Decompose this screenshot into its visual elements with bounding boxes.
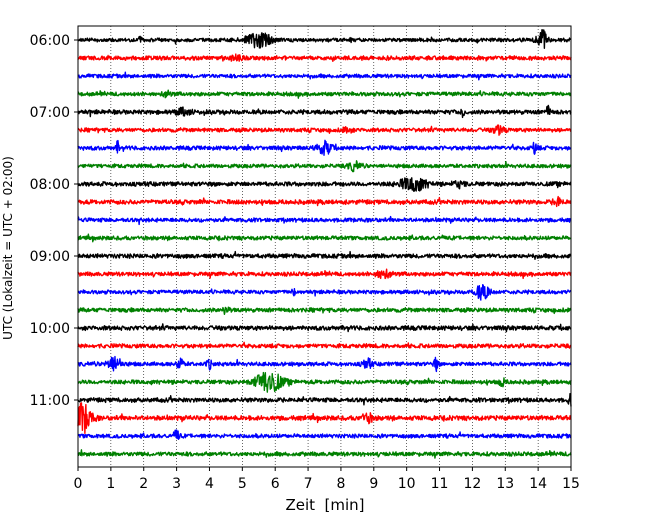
trace-0945: [77, 306, 572, 315]
x-tick-label: 14: [529, 476, 547, 492]
x-tick-label: 8: [336, 476, 345, 492]
x-axis-label: Zeit [min]: [285, 496, 364, 514]
x-tick-label: 9: [369, 476, 378, 492]
trace-0915: [77, 268, 572, 280]
y-tick-label: 08:00: [30, 177, 70, 193]
x-tick-label: 6: [271, 476, 280, 492]
x-tick-label: 4: [205, 476, 214, 492]
y-axis-ticks: 06:00 07:00 08:00 09:00 10:00 11:00: [30, 33, 78, 409]
trace-0600: [77, 29, 572, 49]
trace-0845: [77, 233, 572, 243]
x-tick-label: 13: [496, 476, 514, 492]
trace-1130: [77, 429, 572, 440]
trace-0900: [77, 250, 572, 260]
trace-0815: [77, 195, 572, 208]
trace-1015: [77, 341, 572, 349]
trace-0800: [77, 177, 572, 192]
trace-1115: [77, 402, 572, 435]
trace-0645: [77, 89, 572, 99]
y-tick-label: 10:00: [30, 321, 70, 337]
y-tick-label: 06:00: [30, 33, 70, 49]
trace-0615: [77, 53, 572, 63]
trace-1000: [77, 323, 572, 333]
trace-0930: [77, 284, 572, 301]
trace-1030: [77, 355, 572, 373]
x-tick-label: 15: [562, 476, 580, 492]
y-axis-label: UTC (Lokalzeit = UTC + 02:00): [1, 156, 15, 340]
x-tick-label: 10: [398, 476, 416, 492]
y-tick-label: 09:00: [30, 249, 70, 265]
x-tick-label: 2: [139, 476, 148, 492]
x-tick-label: 12: [463, 476, 481, 492]
trace-0715: [77, 124, 572, 136]
y-tick-label: 07:00: [30, 105, 70, 121]
x-axis-ticks: 0 1 2 3 4 5 6 7 8 9 10 11 12 13 14 15: [74, 467, 580, 492]
x-tick-label: 7: [304, 476, 313, 492]
trace-0830: [77, 215, 572, 226]
trace-1045: [77, 371, 572, 393]
trace-0700: [77, 104, 572, 119]
x-tick-label: 3: [172, 476, 181, 492]
x-tick-label: 5: [238, 476, 247, 492]
x-tick-label: 11: [431, 476, 449, 492]
x-tick-label: 1: [106, 476, 115, 492]
trace-1145: [77, 449, 572, 459]
trace-0730: [77, 139, 572, 156]
x-tick-label: 0: [74, 476, 83, 492]
trace-0745: [77, 160, 572, 173]
trace-1100: [77, 392, 572, 407]
trace-lines: [77, 29, 572, 459]
plot-frame: [77, 25, 572, 468]
trace-0630: [77, 71, 572, 81]
y-tick-label: 11:00: [30, 393, 70, 409]
